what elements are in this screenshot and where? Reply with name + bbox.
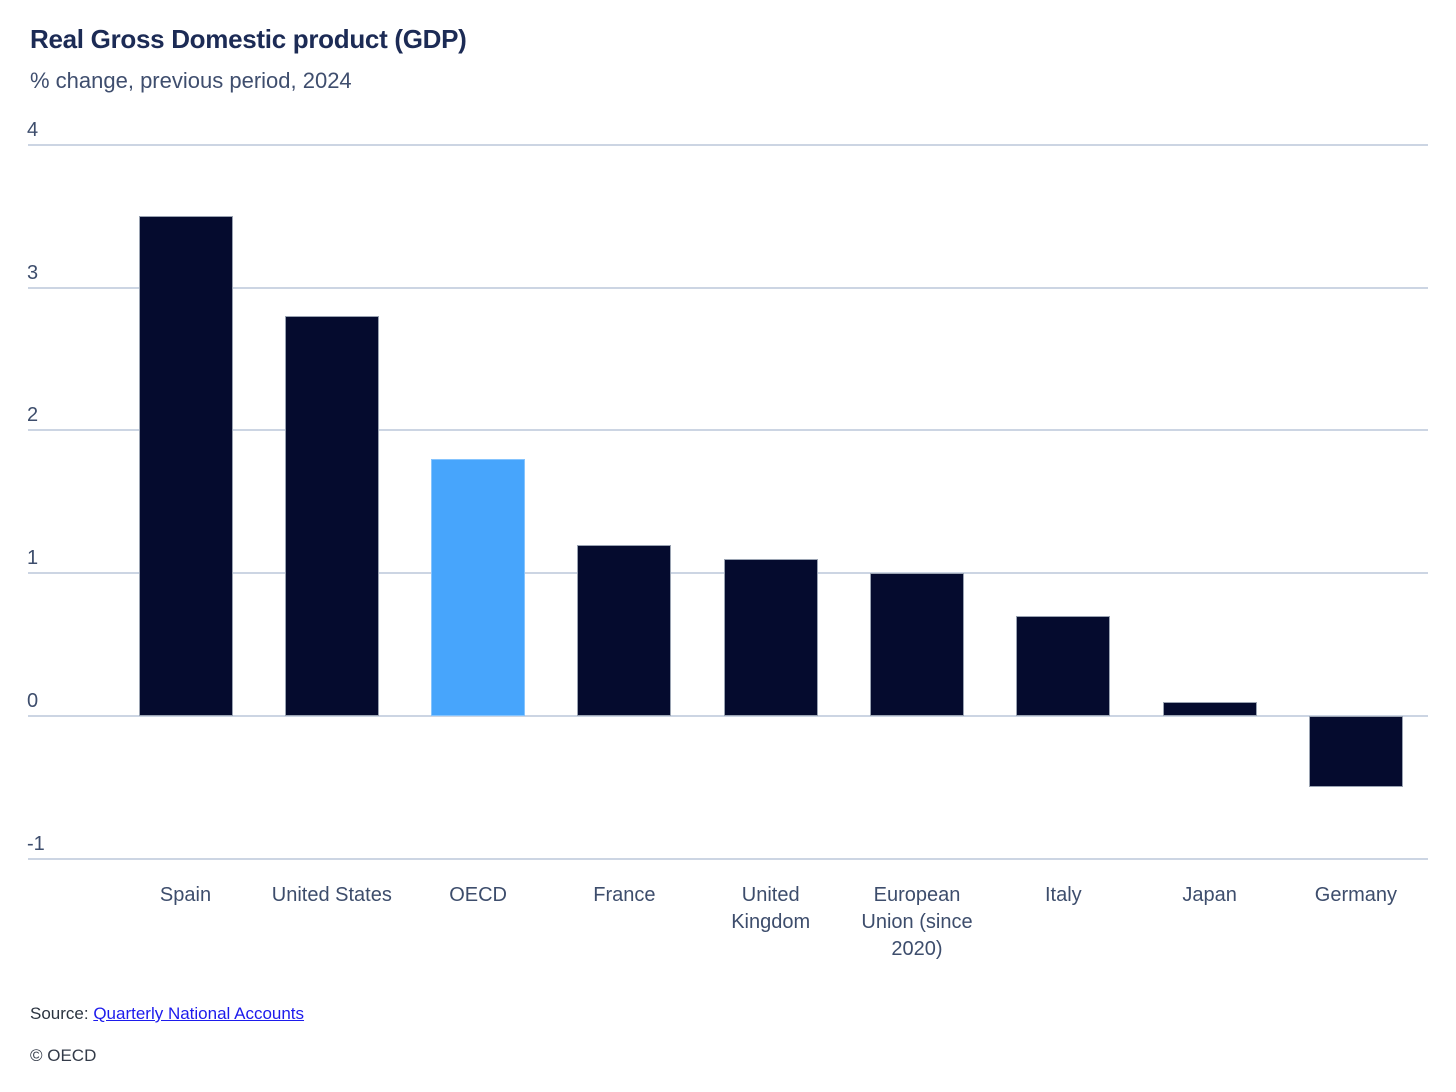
bar-france[interactable] <box>577 544 672 716</box>
source-prefix: Source: <box>30 1004 94 1023</box>
x-label-united-kingdom: United Kingdom <box>731 884 811 933</box>
x-label-oecd: OECD <box>449 884 507 906</box>
chart-subtitle: % change, previous period, 2024 <box>30 68 352 93</box>
bar-germany[interactable] <box>1308 716 1403 788</box>
source-link[interactable]: Quarterly National Accounts <box>93 1004 305 1023</box>
gridline-4 <box>28 143 1428 146</box>
chart-title: Real Gross Domestic product (GDP) <box>30 24 467 54</box>
x-label-germany: Germany <box>1314 884 1398 906</box>
y-tick-label-4: 4 <box>27 118 39 141</box>
bar-european-union-since-2020[interactable] <box>870 573 964 716</box>
gridline-2 <box>28 429 1428 432</box>
y-tick-label--1: -1 <box>27 832 45 855</box>
gridline-0 <box>28 715 1428 717</box>
x-label-spain: Spain <box>159 884 212 906</box>
y-tick-label-3: 3 <box>27 261 39 284</box>
x-label-united-states: United States <box>271 884 392 906</box>
gridline--1 <box>28 857 1428 860</box>
source-line: Source: Quarterly National Accounts <box>30 1004 304 1024</box>
bar-oecd[interactable] <box>431 458 526 716</box>
bar-united-kingdom[interactable] <box>723 558 818 716</box>
y-tick-label-1: 1 <box>27 547 39 570</box>
gridline-3 <box>28 286 1428 289</box>
x-label-italy: Italy <box>1044 884 1082 906</box>
bar-italy[interactable] <box>1016 616 1111 716</box>
bar-spain[interactable] <box>138 216 233 716</box>
copyright-text: © OECD <box>30 1046 97 1065</box>
y-tick-label-2: 2 <box>27 404 39 427</box>
y-tick-label-0: 0 <box>27 690 39 712</box>
x-label-european-union-since-2020: European Union (since 2020) <box>861 884 973 960</box>
bar-japan[interactable] <box>1162 701 1257 716</box>
x-label-france: France <box>593 884 656 906</box>
bar-united-states[interactable] <box>284 316 379 716</box>
x-label-japan: Japan <box>1182 884 1237 906</box>
